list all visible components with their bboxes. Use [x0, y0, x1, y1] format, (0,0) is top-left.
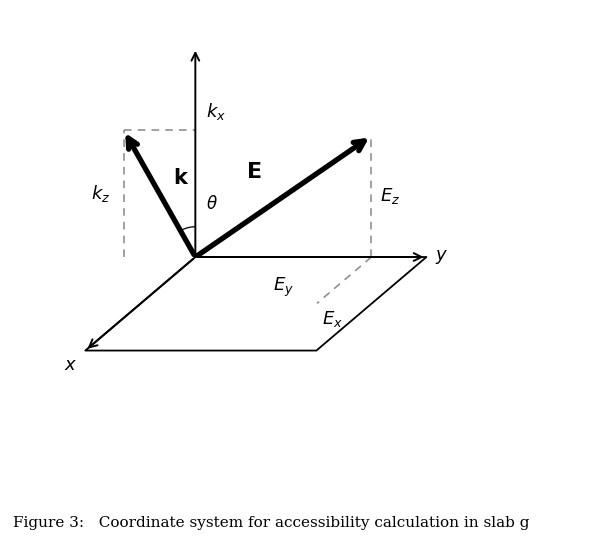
Text: $k_z$: $k_z$: [91, 183, 110, 204]
Text: $x$: $x$: [64, 356, 77, 374]
Text: $y$: $y$: [435, 248, 448, 266]
Text: $E_y$: $E_y$: [273, 276, 294, 300]
Text: $E_z$: $E_z$: [380, 186, 400, 206]
Text: Figure 3:   Coordinate system for accessibility calculation in slab g: Figure 3: Coordinate system for accessib…: [13, 516, 529, 531]
Text: $\theta$: $\theta$: [206, 195, 218, 213]
Text: $\mathbf{k}$: $\mathbf{k}$: [173, 168, 189, 188]
Text: $k_x$: $k_x$: [206, 101, 227, 122]
Text: $\mathbf{E}$: $\mathbf{E}$: [246, 161, 261, 183]
Text: $E_x$: $E_x$: [322, 309, 343, 329]
